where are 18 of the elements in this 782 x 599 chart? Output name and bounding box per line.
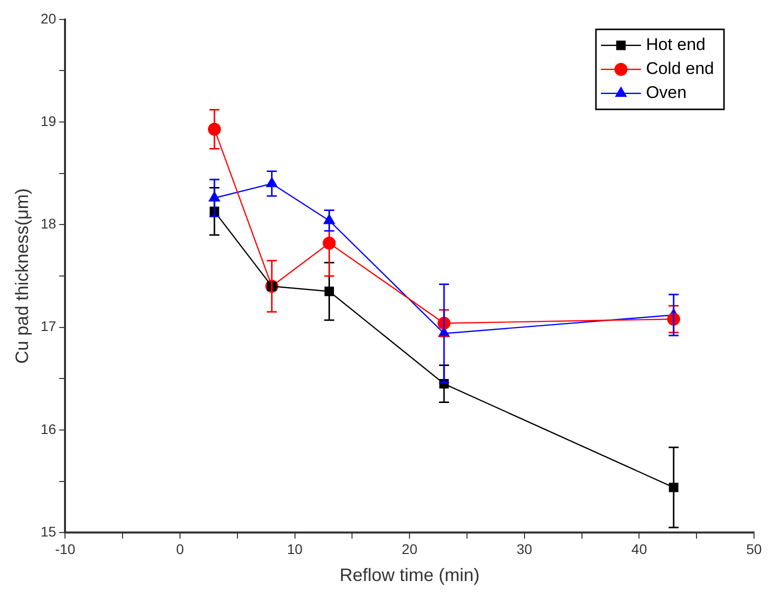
x-tick-label: 20: [402, 540, 418, 557]
x-tick-label: 50: [746, 540, 762, 557]
y-tick-label: 20: [40, 10, 56, 26]
x-axis-title: Reflow time (min): [340, 565, 480, 586]
x-tick-label: 40: [631, 540, 648, 557]
y-tick-label: 15: [40, 523, 56, 540]
x-tick-label: 30: [516, 540, 532, 557]
legend-label: Oven: [646, 83, 687, 102]
legend-label: Hot end: [646, 35, 706, 54]
y-tick-label: 18: [40, 216, 56, 232]
x-tick-label: 10: [286, 540, 303, 557]
y-tick-label: 19: [40, 112, 56, 129]
y-axis-title: Cu pad thickness(μm): [12, 188, 32, 364]
legend-label: Cold end: [646, 59, 714, 78]
x-tick-label: 0: [176, 540, 184, 557]
y-tick-label: 17: [40, 318, 56, 334]
y-tick-label: 16: [40, 420, 56, 437]
x-tick-label: -10: [55, 540, 76, 557]
